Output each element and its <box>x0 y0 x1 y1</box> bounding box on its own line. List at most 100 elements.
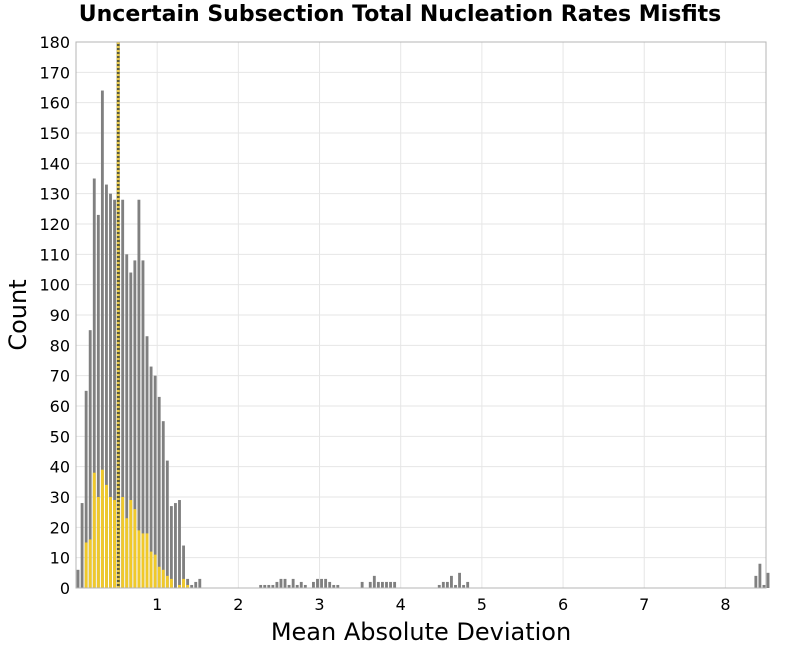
histogram-bar <box>161 421 165 588</box>
y-axis-label: Count <box>4 279 32 350</box>
y-tick-label: 80 <box>50 336 70 355</box>
histogram-bar <box>762 584 766 588</box>
y-tick-label: 140 <box>39 154 70 173</box>
histogram-bar <box>267 584 271 588</box>
histogram-bar-highlight <box>145 533 149 588</box>
histogram-bar <box>149 366 153 588</box>
y-axis-ticks: 0 10 20 30 40 50 60 70 80 90 100 110 120 130 140 150 160… <box>39 33 70 598</box>
y-tick-label: 130 <box>39 185 70 204</box>
x-axis-ticks: 1 2 3 4 5 6 7 8 <box>152 595 730 614</box>
histogram-bar <box>441 581 445 588</box>
histogram-bar <box>454 584 457 588</box>
histogram-bar-highlight <box>92 472 96 588</box>
histogram-bar <box>198 578 202 588</box>
histogram-bar <box>145 336 149 588</box>
histogram-bar <box>332 584 336 588</box>
histogram-bar <box>109 193 112 588</box>
histogram-bar <box>263 584 267 588</box>
histogram-bar-highlight <box>137 530 141 588</box>
x-axis-label: Mean Absolute Deviation <box>271 618 571 646</box>
histogram-bar <box>466 581 470 588</box>
histogram-bar <box>291 578 295 588</box>
histogram-bar <box>76 569 80 588</box>
histogram-bar <box>312 581 315 588</box>
plot-frame <box>75 41 767 589</box>
histogram-bar <box>105 184 108 589</box>
histogram-bar <box>153 375 157 588</box>
x-tick-label: 7 <box>639 595 649 614</box>
histogram-bar <box>389 581 392 588</box>
histogram-bar <box>133 260 137 588</box>
y-tick-label: 60 <box>50 397 70 416</box>
histogram-bar-highlight <box>100 469 104 588</box>
histogram-bar <box>182 545 185 588</box>
histogram-bar <box>287 584 291 588</box>
histogram-bar-highlight <box>149 551 153 588</box>
histogram-bar <box>445 581 449 588</box>
x-tick-label: 8 <box>720 595 730 614</box>
histogram-bar <box>450 575 453 588</box>
histogram-bar-highlight <box>88 539 92 588</box>
histogram-bar <box>100 90 104 589</box>
histogram-bar <box>113 199 116 588</box>
histogram-bar <box>121 199 125 588</box>
chart-title: Uncertain Subsection Total Nucleation Ra… <box>78 2 722 27</box>
histogram-bar <box>462 584 466 588</box>
histogram-bar-highlight <box>169 578 173 588</box>
histogram-bar <box>157 396 161 588</box>
histogram-bar <box>80 503 84 588</box>
histogram-bar <box>299 581 303 588</box>
histogram-bar-highlight <box>182 578 185 588</box>
y-tick-label: 170 <box>39 63 70 82</box>
histogram-bar <box>271 584 275 588</box>
histogram-bar-highlight <box>165 575 169 588</box>
histogram-bar <box>279 578 283 588</box>
histogram-bar-highlight <box>125 518 129 588</box>
y-tick-label: 160 <box>39 94 70 113</box>
histogram-bar <box>295 584 299 588</box>
y-tick-label: 50 <box>50 427 70 446</box>
histogram-bar-highlight <box>153 554 157 588</box>
x-tick-label: 4 <box>396 595 406 614</box>
histogram-bar <box>194 581 198 588</box>
histogram-bar <box>190 584 194 588</box>
histogram-bar <box>186 578 190 588</box>
histogram-bar <box>129 272 133 588</box>
histogram-bar <box>88 330 92 588</box>
y-tick-label: 100 <box>39 276 70 295</box>
histogram-bar <box>125 254 129 589</box>
histogram-bar <box>84 390 88 588</box>
histogram-bar <box>141 260 145 588</box>
histogram-bar <box>458 572 461 588</box>
y-tick-label: 180 <box>39 33 70 52</box>
y-tick-label: 40 <box>50 458 70 477</box>
histogram-bar <box>381 581 384 588</box>
y-tick-label: 0 <box>60 579 70 598</box>
histogram-bar <box>368 581 372 588</box>
histogram-bar <box>303 584 307 588</box>
histogram-bar <box>169 506 173 588</box>
histogram-bar-highlight <box>96 497 100 588</box>
histogram-bar-highlight <box>84 542 88 588</box>
histogram-bar <box>92 178 96 588</box>
histogram-bar-highlight <box>157 566 161 588</box>
histogram-bar <box>137 199 141 588</box>
histogram-bar-highlight <box>109 497 112 588</box>
x-tick-label: 6 <box>558 595 568 614</box>
histogram-bar <box>96 214 100 588</box>
histogram-bar-highlight <box>113 500 116 588</box>
y-tick-label: 20 <box>50 518 70 537</box>
y-tick-label: 110 <box>39 245 70 264</box>
histogram-bar <box>372 575 376 588</box>
y-tick-label: 90 <box>50 306 70 325</box>
histogram-bar <box>316 578 319 588</box>
histogram-bar-highlight <box>186 584 190 588</box>
histogram-bar <box>324 578 328 588</box>
histogram-bar <box>376 581 380 588</box>
histogram-bar-highlight <box>141 533 145 588</box>
x-tick-label: 1 <box>152 595 162 614</box>
histogram-bar <box>328 581 332 588</box>
x-tick-label: 2 <box>233 595 243 614</box>
y-tick-label: 70 <box>50 367 70 386</box>
